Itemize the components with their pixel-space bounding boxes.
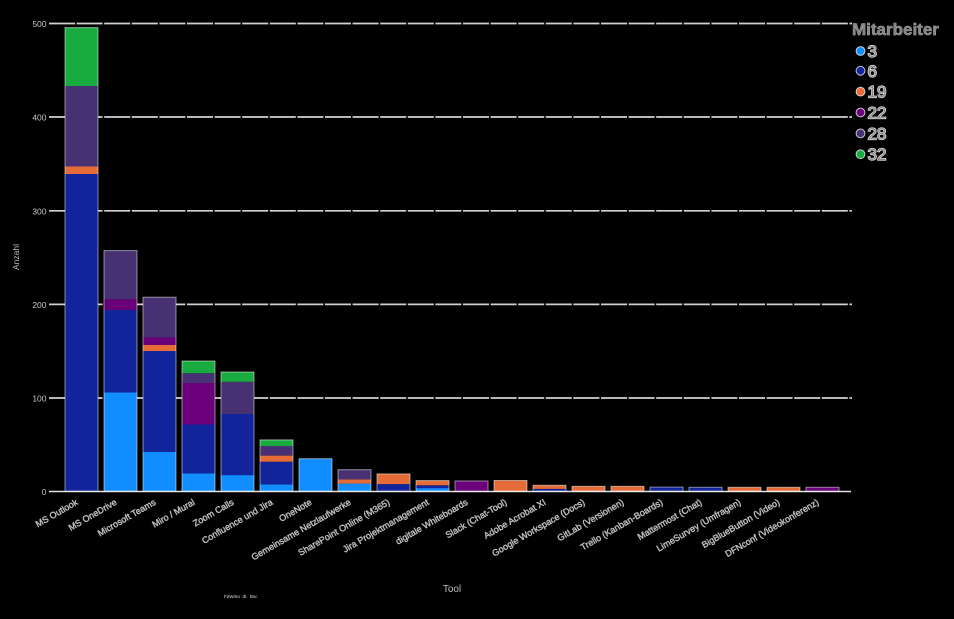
svg-text:500: 500: [32, 19, 46, 29]
svg-text:28: 28: [868, 124, 887, 143]
svg-text:FaWiSo dt. Bsc: FaWiSo dt. Bsc: [224, 594, 258, 599]
svg-text:200: 200: [32, 300, 46, 310]
svg-text:100: 100: [32, 394, 46, 404]
svg-text:Tool: Tool: [443, 584, 461, 595]
svg-text:400: 400: [32, 113, 46, 123]
svg-text:32: 32: [868, 145, 887, 164]
svg-text:6: 6: [868, 62, 877, 81]
svg-text:0: 0: [42, 487, 47, 497]
svg-text:3: 3: [868, 42, 877, 61]
svg-text:Mitarbeiter: Mitarbeiter: [852, 20, 939, 39]
svg-text:300: 300: [32, 206, 46, 216]
svg-text:Anzahl: Anzahl: [11, 244, 21, 270]
svg-text:19: 19: [868, 83, 887, 102]
svg-text:22: 22: [868, 104, 887, 123]
